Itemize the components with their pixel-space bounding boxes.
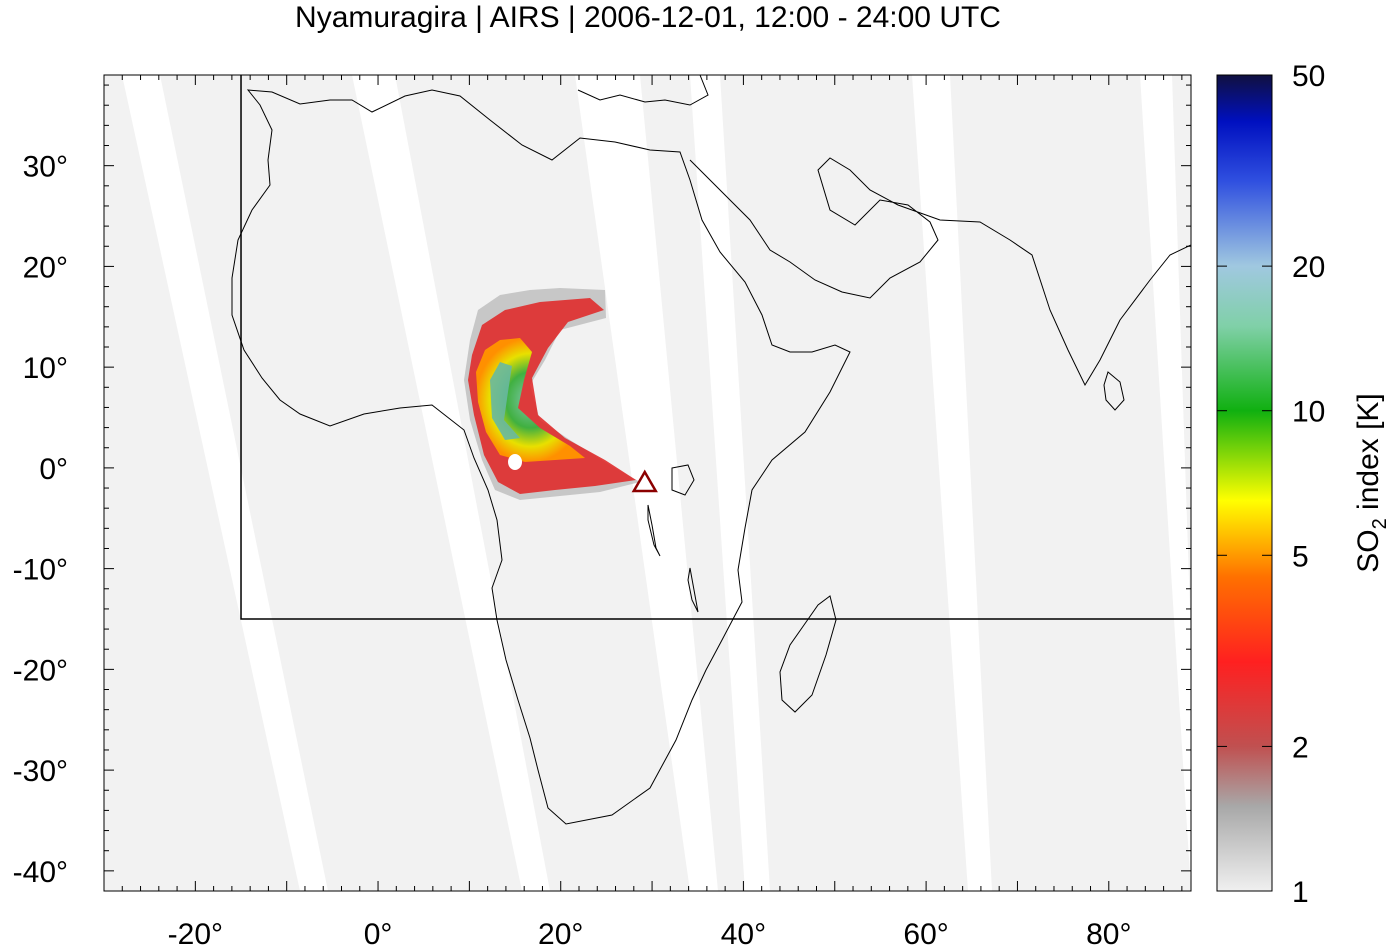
colorbar-label: SO2 index [K] [1352,393,1388,573]
colorbar-tick-label: 1 [1292,876,1309,909]
colorbar-tick-label: 5 [1292,540,1309,573]
y-tick-label: -30° [13,755,68,788]
map-frame [103,74,1192,892]
y-tick-label: 0° [39,453,68,486]
x-tick-label: 60° [903,918,948,950]
sri-lanka-coastline [1103,371,1125,411]
swath-gap [1140,75,1191,891]
lake-malawi [687,567,699,613]
x-tick-labels: -20° 0° 20° 40° 60° 80° [168,918,1132,950]
swath-gap [690,75,770,891]
mediterranean-coast [577,75,709,106]
swath-gap [575,75,718,891]
colorbar-ticks [1217,74,1272,892]
plume-hole [508,454,522,470]
lake-victoria [671,464,695,496]
colorbar-label-main: SO [1352,529,1385,572]
colorbar-tick-label: 50 [1292,60,1325,93]
y-tick-labels: 30° 20° 10° 0° -10° -20° -30° -40° [13,151,68,889]
x-tick-label: -20° [168,918,223,950]
lake-tanganyika [647,504,661,557]
y-tick-label: 20° [23,251,68,284]
swath-gaps [122,75,1191,891]
axis-ticks [103,75,1191,892]
y-tick-label: -40° [13,856,68,889]
so2-plume [464,288,640,500]
colorbar-label-sub: 2 [1369,518,1388,529]
colorbar-tick-label: 10 [1292,396,1325,429]
y-tick-label: -20° [13,654,68,687]
y-tick-label: 10° [23,352,68,385]
swath-gap [122,75,328,891]
colorbar-tick-label: 2 [1292,731,1309,764]
region-box [240,75,1191,620]
volcano-marker [631,469,658,493]
y-tick-label: 30° [23,151,68,184]
x-tick-label: 0° [364,918,393,950]
swath-gap [912,75,992,891]
arabia-coastline [689,157,1191,387]
africa-coastline [231,89,851,825]
x-tick-label: 80° [1086,918,1131,950]
map-title: Nyamuragira | AIRS | 2006-12-01, 12:00 -… [295,1,1001,34]
colorbar-label-rest: index [K] [1352,393,1385,518]
x-tick-label: 20° [538,918,583,950]
plume-peak [490,362,520,440]
colorbar [1216,74,1273,892]
x-tick-label: 40° [721,918,766,950]
coastlines [231,75,1191,825]
map-panel [104,75,1191,891]
y-tick-label: -10° [13,554,68,587]
colorbar-tick-label: 20 [1292,251,1325,284]
swath-gap [352,75,550,891]
colorbar-tick-labels: 1 2 5 10 20 50 [1292,60,1325,909]
